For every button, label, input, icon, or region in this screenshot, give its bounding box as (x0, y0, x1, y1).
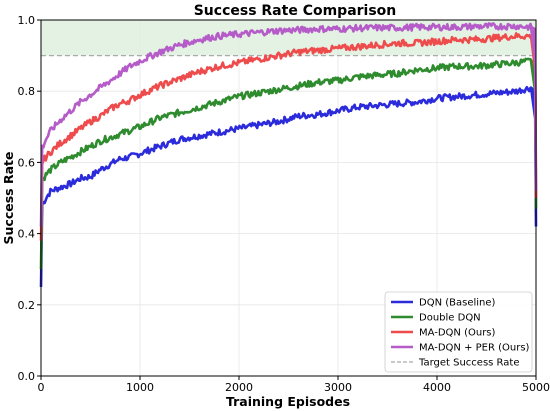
x-axis-title: Training Episodes (226, 394, 350, 409)
y-tick-label: 0.8 (18, 85, 36, 98)
y-tick-label: 0.2 (18, 299, 36, 312)
x-tick-label: 4000 (423, 381, 451, 394)
legend: DQN (Baseline) Double DQN MA-DQN (Ours) MA-… (384, 291, 533, 373)
legend-label-2: MA-DQN (Ours) (419, 328, 496, 339)
chart-title: Success Rate Comparison (194, 3, 397, 19)
y-tick-label: 1.0 (18, 14, 36, 27)
legend-label-3: MA-DQN + PER (Ours) (419, 343, 530, 354)
x-tick-label: 0 (38, 381, 45, 394)
x-tick-label: 3000 (324, 381, 352, 394)
series-line-2 (39, 32, 538, 241)
axes-frame (40, 19, 537, 377)
legend-label-0: DQN (Baseline) (419, 298, 496, 309)
legend-label-1: Double DQN (419, 313, 481, 324)
x-tick-label: 2000 (225, 381, 253, 394)
y-tick-label: 0.0 (18, 370, 36, 383)
legend-box (384, 291, 533, 373)
x-tick-label: 1000 (126, 381, 154, 394)
series-line-1 (39, 57, 538, 270)
plot-area: 0 1000 2000 3000 4000 5000 0.0 0.2 0.4 0.6 0.8 1.0 (18, 14, 550, 394)
y-axis-title: Success Rate (1, 152, 16, 245)
legend-label-4: Target Success Rate (418, 358, 519, 369)
series-line-0 (39, 85, 538, 288)
series-line-3 (39, 22, 538, 227)
y-tick-label: 0.6 (18, 156, 36, 169)
y-tick-label: 0.4 (18, 228, 36, 241)
x-tick-label: 5000 (522, 381, 550, 394)
